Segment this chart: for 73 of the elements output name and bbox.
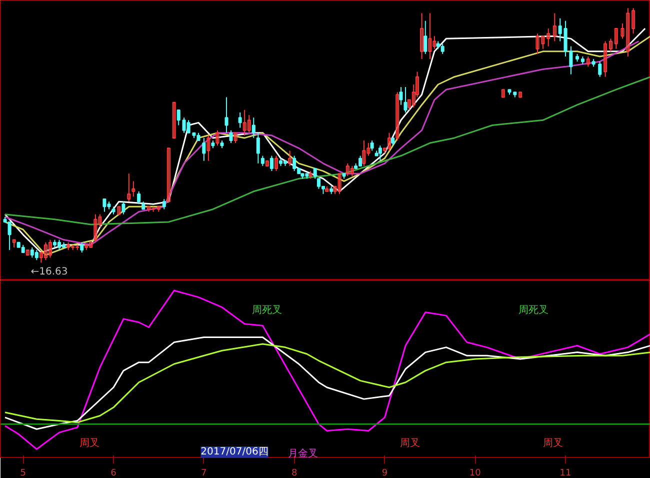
- candlestick: [313, 168, 317, 180]
- candlestick: [57, 239, 62, 250]
- candlestick: [34, 249, 38, 261]
- x-tick-label: 10: [469, 468, 482, 478]
- candlestick: [428, 12, 432, 60]
- candlestick: [216, 130, 220, 146]
- candlestick: [234, 132, 238, 144]
- candlestick: [127, 173, 131, 202]
- candlestick: [604, 40, 608, 78]
- candlestick: [137, 190, 141, 205]
- candlestick: [387, 132, 391, 152]
- candlestick: [229, 130, 233, 144]
- candlestick: [362, 140, 366, 166]
- annotation: 周死叉: [252, 305, 282, 316]
- candlestick: [224, 96, 228, 134]
- annotation: 2017/07/06四: [200, 446, 268, 458]
- candlestick: [48, 239, 52, 258]
- candlestick: [274, 155, 278, 172]
- candlestick: [569, 46, 573, 75]
- x-tick-label: 9: [382, 468, 388, 478]
- x-tick-label: 7: [201, 468, 207, 478]
- x-tick-label: 11: [560, 468, 572, 478]
- x-tick-label: 5: [20, 468, 26, 478]
- x-tick-label: 6: [110, 468, 117, 478]
- text: ←16.63: [30, 266, 68, 278]
- candlestick: [172, 102, 176, 138]
- candlestick: [292, 155, 296, 172]
- candlestick: [247, 114, 251, 134]
- candlestick: [94, 214, 98, 243]
- candlestick: [186, 120, 190, 134]
- candlestick: [238, 112, 242, 128]
- candlestick: [8, 221, 12, 250]
- candlestick: [378, 145, 382, 162]
- candlestick: [162, 198, 166, 210]
- candlestick: [586, 56, 590, 68]
- candlestick: [424, 20, 428, 54]
- candlestick: [206, 134, 210, 162]
- candlestick: [396, 92, 400, 141]
- candlestick: [440, 43, 444, 54]
- candlestick: [350, 165, 354, 177]
- candlestick: [166, 148, 170, 202]
- candlestick: [270, 155, 274, 172]
- candlestick: [558, 18, 562, 42]
- candlestick: [176, 109, 180, 126]
- candlestick: [552, 12, 556, 42]
- candlestick: [626, 8, 630, 57]
- candlestick: [546, 28, 550, 47]
- candlestick: [420, 12, 424, 60]
- candlestick: [598, 61, 602, 78]
- x-tick-label: 8: [291, 468, 298, 478]
- candlestick: [564, 20, 568, 57]
- candlestick: [256, 132, 260, 164]
- candlestick: [117, 206, 121, 215]
- candlestick: [614, 28, 618, 50]
- candlestick: [370, 140, 374, 152]
- candlestick: [399, 86, 403, 106]
- annotation: 周叉: [80, 438, 100, 449]
- candlestick: [404, 86, 408, 113]
- candlestick: [122, 201, 126, 215]
- candlestick: [132, 180, 136, 197]
- candlestick: [102, 198, 106, 212]
- candlestick: [608, 38, 612, 52]
- candlestick: [620, 22, 624, 40]
- candlestick: [260, 155, 264, 166]
- annotation: 周叉: [543, 438, 563, 449]
- annotation: 月金叉: [288, 447, 318, 460]
- annotation: 周死叉: [518, 305, 548, 316]
- candlestick: [80, 242, 84, 253]
- candlestick: [632, 8, 636, 34]
- candlestick: [288, 150, 292, 166]
- candlestick: [202, 137, 206, 162]
- candlestick: [252, 117, 256, 138]
- annotation: 周叉: [400, 438, 420, 449]
